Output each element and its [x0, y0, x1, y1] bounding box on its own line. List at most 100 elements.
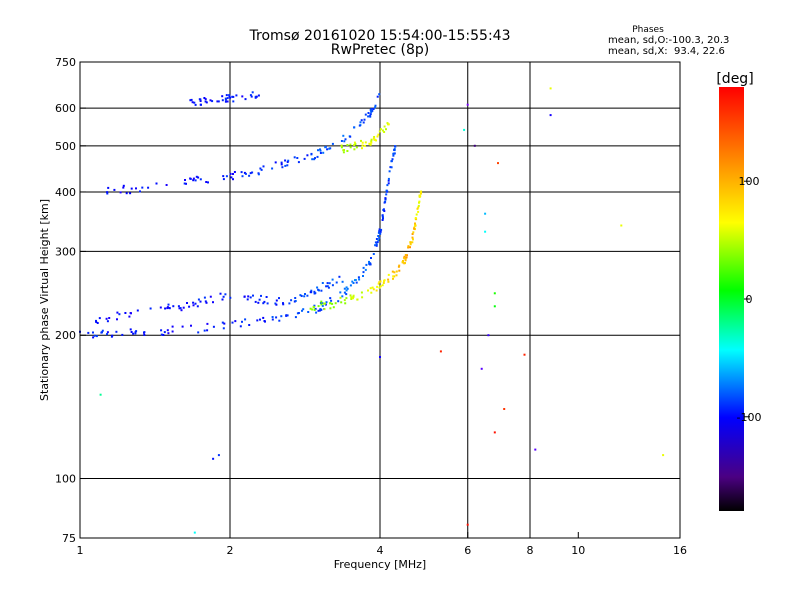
echo-point: [222, 295, 225, 298]
echo-point: [376, 95, 379, 98]
echo-point: [390, 166, 393, 169]
echo-point: [230, 176, 233, 179]
echo-point: [337, 300, 340, 303]
echo-point: [317, 305, 320, 308]
echo-point: [371, 286, 374, 289]
echo-point: [194, 103, 197, 106]
echo-point: [106, 191, 109, 194]
echo-point: [288, 302, 291, 305]
echo-point: [178, 307, 181, 310]
echo-point: [171, 325, 174, 328]
echo-point: [223, 322, 226, 325]
echo-point: [209, 295, 212, 298]
echo-point: [417, 210, 420, 213]
echo-point: [165, 184, 168, 186]
echo-point: [404, 262, 406, 264]
echo-point: [304, 293, 306, 295]
echo-point: [392, 277, 394, 280]
echo-point: [226, 100, 229, 103]
echo-point: [197, 331, 200, 334]
echo-point: [294, 316, 297, 319]
echo-point: [328, 282, 331, 285]
echo-point: [411, 233, 414, 235]
echo-point: [107, 186, 110, 189]
echo-point: [354, 279, 356, 282]
echo-point: [317, 309, 320, 312]
echo-point: [379, 232, 382, 235]
echo-point: [360, 291, 363, 294]
echo-point: [370, 109, 373, 112]
echo-point: [620, 224, 623, 227]
echo-point: [314, 157, 316, 160]
echo-point: [523, 353, 526, 356]
echo-point: [319, 149, 322, 152]
echo-point: [287, 159, 290, 162]
echo-point: [285, 314, 288, 317]
echo-point: [247, 295, 250, 298]
echo-point: [192, 304, 195, 307]
echo-point: [364, 268, 367, 271]
echo-point: [185, 182, 187, 185]
echo-point: [212, 301, 214, 304]
echo-point: [463, 128, 466, 131]
echo-point: [232, 178, 234, 181]
echo-point: [387, 123, 390, 126]
echo-point: [129, 192, 132, 195]
echo-point: [370, 138, 373, 141]
echo-point: [303, 157, 306, 160]
echo-point: [222, 178, 225, 181]
echo-point: [244, 172, 247, 175]
echo-point: [339, 296, 342, 299]
echo-point: [356, 298, 359, 301]
echo-point: [331, 284, 334, 287]
echo-point: [184, 179, 186, 181]
echo-point: [404, 259, 407, 262]
echo-point: [350, 298, 353, 300]
echo-point: [312, 305, 315, 308]
echo-point: [368, 142, 371, 145]
echo-point: [106, 192, 109, 195]
echo-point: [340, 301, 343, 304]
echo-point: [186, 302, 188, 304]
echo-point: [326, 148, 329, 151]
echo-point: [379, 285, 382, 288]
echo-point: [353, 148, 356, 151]
echo-point: [130, 187, 133, 190]
echo-point: [386, 184, 389, 187]
echo-point: [139, 190, 141, 193]
y-tick-label: 600: [55, 102, 76, 115]
echo-point: [351, 280, 354, 283]
echo-point: [418, 200, 421, 203]
echo-point: [241, 95, 244, 98]
echo-point: [205, 301, 208, 304]
echo-point: [415, 213, 418, 216]
echo-point: [258, 298, 261, 301]
echo-point: [330, 299, 333, 302]
echo-point: [116, 311, 119, 314]
echo-point: [412, 231, 415, 234]
echo-point: [309, 307, 312, 310]
echo-point: [313, 304, 316, 307]
echo-point: [362, 266, 365, 269]
echo-point: [503, 408, 506, 410]
echo-point: [375, 289, 378, 292]
echo-point: [217, 454, 220, 457]
x-tick-label: 10: [571, 544, 585, 557]
echo-point: [282, 302, 284, 305]
echo-point: [221, 321, 224, 324]
echo-point: [343, 287, 346, 290]
echo-point: [322, 151, 325, 154]
echo-point: [378, 228, 381, 231]
echo-point: [394, 145, 397, 148]
echo-point: [340, 140, 343, 142]
echo-point: [387, 182, 390, 185]
echo-point: [197, 176, 200, 179]
stats-x-line: mean, sd,X: 93.4, 22.6: [608, 46, 725, 57]
echo-point: [311, 308, 314, 311]
echo-point: [391, 158, 394, 161]
echo-point: [206, 322, 209, 325]
echo-point: [352, 282, 355, 284]
echo-point: [164, 307, 167, 310]
echo-point: [282, 303, 285, 306]
echo-point: [92, 331, 94, 334]
